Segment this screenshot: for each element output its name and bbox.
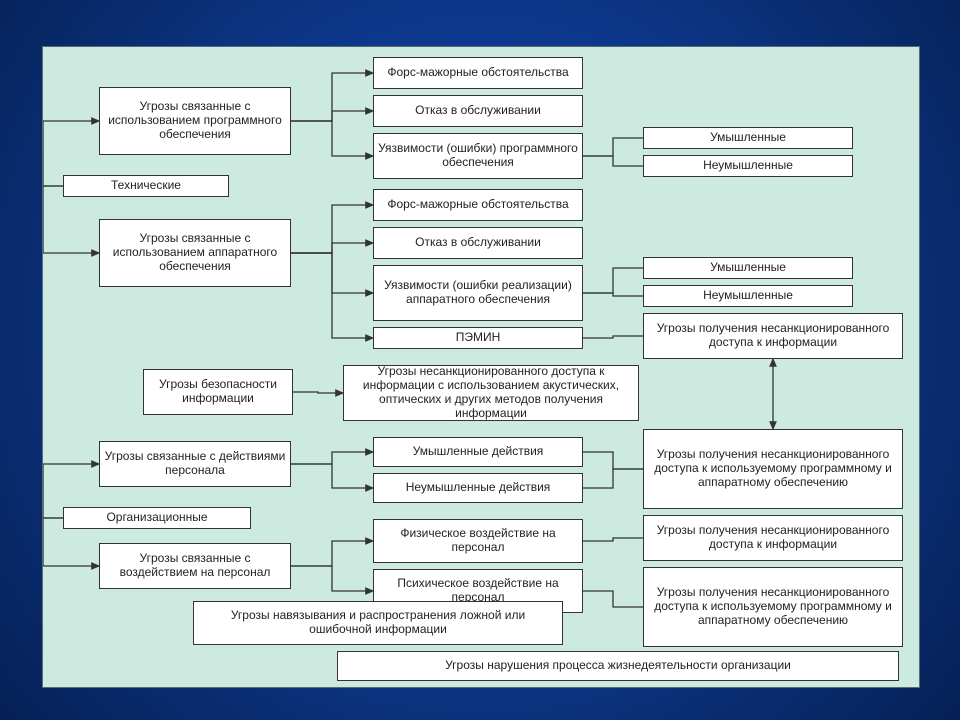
node-neum_act: Неумышленные действия: [373, 473, 583, 503]
edge-threats_sw-otkaz1: [291, 111, 373, 121]
node-label: Угрозы нарушения процесса жизнедеятельно…: [445, 659, 791, 673]
node-unauth2: Угрозы получения несанкционированного до…: [643, 429, 903, 509]
node-label: Угрозы связанные с использованием аппара…: [104, 232, 286, 273]
node-label: Угрозы получения несанкционированного до…: [648, 586, 898, 627]
node-label: Форс-мажорные обстоятельства: [387, 198, 568, 212]
node-label: Угрозы получения несанкционированного до…: [648, 524, 898, 552]
node-label: Неумышленные: [703, 289, 793, 303]
node-label: Форс-мажорные обстоятельства: [387, 66, 568, 80]
node-label: Физическое воздействие на персонал: [378, 527, 578, 555]
edge-psych_imp-unauth4: [583, 591, 643, 607]
node-label: Угрозы получения несанкционированного до…: [648, 322, 898, 350]
node-label: Уязвимости (ошибки) программного обеспеч…: [378, 142, 578, 170]
node-label: Отказ в обслуживании: [415, 236, 541, 250]
node-pemin: ПЭМИН: [373, 327, 583, 349]
node-org: Организационные: [63, 507, 251, 529]
node-label: Умышленные действия: [413, 445, 544, 459]
edge-threats_sw-vuln_sw: [291, 121, 373, 156]
node-label: Угрозы получения несанкционированного до…: [648, 448, 898, 489]
node-threats_impact: Угрозы связанные с воздействием на персо…: [99, 543, 291, 589]
node-label: Неумышленные действия: [406, 481, 551, 495]
node-tech: Технические: [63, 175, 229, 197]
node-um2: Умышленные: [643, 257, 853, 279]
node-unauth1: Угрозы получения несанкционированного до…: [643, 313, 903, 359]
node-label: Угрозы несанкционированного доступа к ин…: [348, 365, 634, 420]
node-otkaz2: Отказ в обслуживании: [373, 227, 583, 259]
node-label: Угрозы навязывания и распространения лож…: [198, 609, 558, 637]
node-neum2: Неумышленные: [643, 285, 853, 307]
edge-threats_impact-phys_imp: [291, 541, 373, 566]
node-proc_disrupt: Угрозы нарушения процесса жизнедеятельно…: [337, 651, 899, 681]
node-label: Умышленные: [710, 131, 786, 145]
node-threats_hw: Угрозы связанные с использованием аппара…: [99, 219, 291, 287]
node-label: Угрозы связанные с использованием програ…: [104, 100, 286, 141]
node-phys_imp: Физическое воздействие на персонал: [373, 519, 583, 563]
node-neum1: Неумышленные: [643, 155, 853, 177]
edge-vuln_hw-um2: [583, 268, 643, 293]
edge-threats_pers-um_act: [291, 452, 373, 464]
edge-vuln_sw-neum1: [583, 156, 643, 166]
edge-neum_act-unauth2: [583, 469, 643, 488]
node-false_info: Угрозы навязывания и распространения лож…: [193, 601, 563, 645]
node-um1: Умышленные: [643, 127, 853, 149]
node-otkaz1: Отказ в обслуживании: [373, 95, 583, 127]
edge-threats_pers-neum_act: [291, 464, 373, 488]
edge-threats_impact-psych_imp: [291, 566, 373, 591]
node-label: Организационные: [106, 511, 207, 525]
node-label: Угрозы связанные с действиями персонала: [104, 450, 286, 478]
edge-info_sec-acoustic: [293, 392, 343, 393]
node-label: Умышленные: [710, 261, 786, 275]
node-label: ПЭМИН: [456, 331, 501, 345]
node-label: Угрозы безопасности информации: [148, 378, 288, 406]
node-threats_pers: Угрозы связанные с действиями персонала: [99, 441, 291, 487]
edge-phys_imp-unauth3: [583, 538, 643, 541]
node-unauth4: Угрозы получения несанкционированного до…: [643, 567, 903, 647]
node-label: Уязвимости (ошибки реализации) аппаратно…: [378, 279, 578, 307]
diagram-canvas: Технические Угрозы связанные с использова…: [42, 46, 920, 688]
edge-pemin-unauth1: [583, 336, 643, 338]
edge-threats_hw-otkaz2: [291, 243, 373, 253]
node-label: Неумышленные: [703, 159, 793, 173]
node-um_act: Умышленные действия: [373, 437, 583, 467]
edge-vuln_hw-neum2: [583, 293, 643, 296]
node-threats_sw: Угрозы связанные с использованием програ…: [99, 87, 291, 155]
node-info_sec: Угрозы безопасности информации: [143, 369, 293, 415]
node-acoustic: Угрозы несанкционированного доступа к ин…: [343, 365, 639, 421]
node-vuln_sw: Уязвимости (ошибки) программного обеспеч…: [373, 133, 583, 179]
node-label: Угрозы связанные с воздействием на персо…: [104, 552, 286, 580]
node-label: Технические: [111, 179, 181, 193]
node-label: Отказ в обслуживании: [415, 104, 541, 118]
node-vuln_hw: Уязвимости (ошибки реализации) аппаратно…: [373, 265, 583, 321]
node-fm1: Форс-мажорные обстоятельства: [373, 57, 583, 89]
edge-um_act-unauth2: [583, 452, 643, 469]
edge-threats_hw-pemin: [291, 253, 373, 338]
node-fm2: Форс-мажорные обстоятельства: [373, 189, 583, 221]
edge-vuln_sw-um1: [583, 138, 643, 156]
node-unauth3: Угрозы получения несанкционированного до…: [643, 515, 903, 561]
